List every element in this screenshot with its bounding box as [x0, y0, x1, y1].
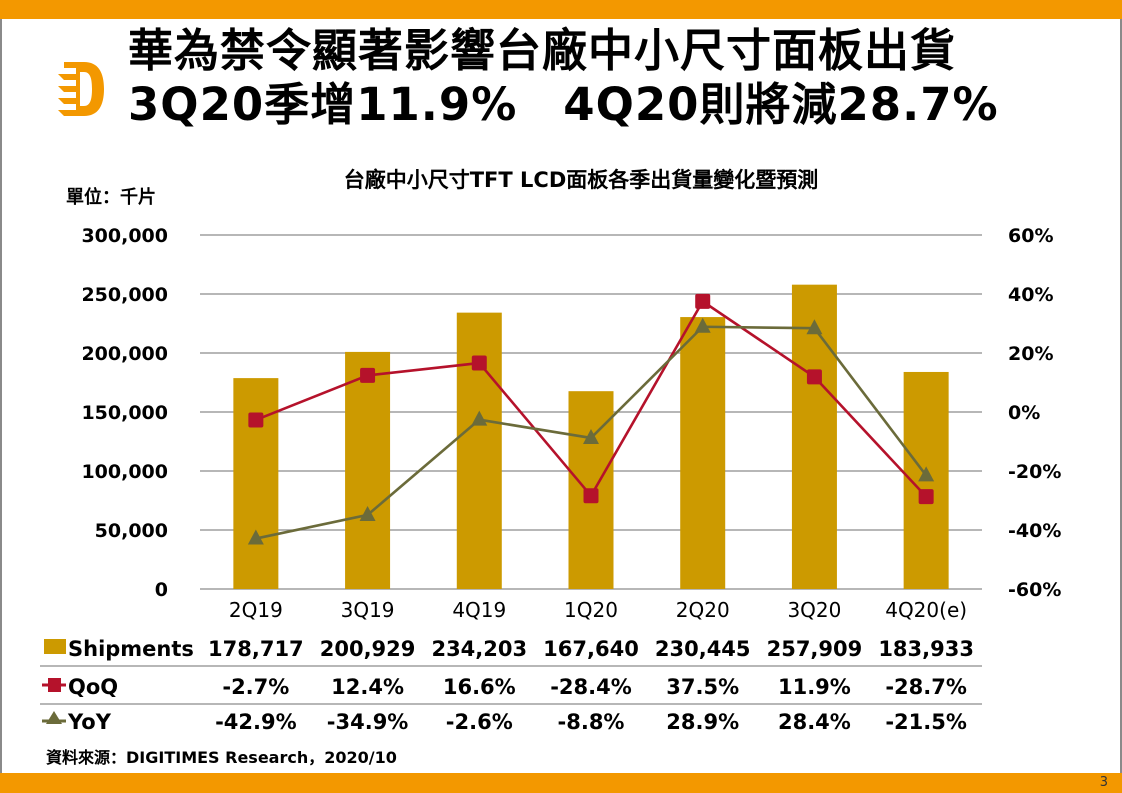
x-axis-labels: 2Q19 3Q19 4Q19 1Q20 2Q20 3Q20 4Q20(e) [229, 598, 967, 622]
x-axis-label: 2Q19 [229, 598, 283, 622]
table-cell: -2.7% [222, 675, 289, 699]
qoq-marker [695, 293, 711, 309]
table-cell: 257,909 [767, 637, 863, 661]
data-table: Shipments 178,717 200,929 234,203 167,640 230… [40, 637, 982, 734]
headline-line-1: 華為禁令顯著影響台廠中小尺寸面板出貨 [128, 24, 957, 77]
table-cell: 178,717 [208, 637, 304, 661]
left-tick-label: 50,000 [95, 520, 168, 542]
table-cell: 167,640 [543, 637, 639, 661]
table-cell: 11.9% [778, 675, 851, 699]
chart-title: 台廠中小尺寸TFT LCD面板各季出貨量變化暨預測 [343, 168, 819, 192]
left-axis-ticks: 0 50,000 100,000 150,000 200,000 250,000 300,0… [81, 225, 168, 601]
shipments-legend-key [44, 639, 66, 654]
shipments-bar [233, 378, 279, 589]
yoy-marker [247, 529, 264, 545]
table-cell: 200,929 [320, 637, 416, 661]
yoy-marker [471, 410, 488, 426]
table-cell: 230,445 [655, 637, 751, 661]
x-axis-label: 4Q20(e) [885, 598, 967, 622]
yoy-marker [918, 466, 935, 482]
slide-border-left [0, 19, 2, 773]
table-cell: -21.5% [885, 710, 967, 734]
table-cell: 28.9% [666, 710, 739, 734]
yoy-marker [359, 505, 376, 521]
source-note: 資料來源：DIGITIMES Research，2020/10 [46, 748, 397, 767]
x-axis-label: 3Q19 [341, 598, 395, 622]
qoq-marker [806, 369, 822, 385]
top-accent-bar [0, 0, 1122, 19]
right-tick-label: -20% [1008, 461, 1061, 483]
shipments-bar [680, 317, 726, 589]
table-cell: -42.9% [215, 710, 297, 734]
table-cell: -2.6% [446, 710, 513, 734]
table-cell: 12.4% [331, 675, 404, 699]
right-tick-label: -60% [1008, 579, 1061, 601]
right-tick-label: 0% [1008, 402, 1040, 424]
left-tick-label: 200,000 [81, 343, 168, 365]
table-cell: 16.6% [443, 675, 516, 699]
bottom-accent-bar [0, 773, 1122, 793]
headline-line-2: 3Q20季增11.9% 4Q20則將減28.7% [128, 78, 999, 131]
left-tick-label: 100,000 [81, 461, 168, 483]
slide-border-right [1120, 19, 1122, 773]
right-tick-label: 60% [1008, 225, 1053, 247]
qoq-legend-marker [48, 678, 61, 692]
qoq-marker [360, 367, 376, 383]
x-axis-label: 1Q20 [564, 598, 618, 622]
table-row-header: Shipments [68, 637, 194, 661]
unit-label: 單位：千片 [66, 187, 156, 208]
right-tick-label: 40% [1008, 284, 1053, 306]
page-number: 3 [1099, 775, 1108, 790]
x-axis-label: 2Q20 [676, 598, 730, 622]
left-tick-label: 250,000 [81, 284, 168, 306]
table-cell: 37.5% [666, 675, 739, 699]
left-tick-label: 0 [155, 579, 168, 601]
table-cell: 28.4% [778, 710, 851, 734]
table-row-header: YoY [67, 710, 112, 734]
yoy-marker [694, 317, 711, 333]
qoq-marker [918, 489, 934, 505]
qoq-marker [583, 488, 599, 504]
table-cell: -28.7% [885, 675, 967, 699]
shipments-bar [791, 284, 837, 589]
table-row-header: QoQ [68, 675, 118, 699]
table-cell: 234,203 [431, 637, 527, 661]
left-tick-label: 300,000 [81, 225, 168, 247]
shipments-bar [345, 351, 391, 589]
yoy-marker [806, 319, 823, 335]
right-axis-ticks: -60% -40% -20% 0% 20% 40% 60% [1008, 225, 1061, 601]
right-tick-label: 20% [1008, 343, 1053, 365]
shipments-bar [456, 312, 502, 589]
headline: 華為禁令顯著影響台廠中小尺寸面板出貨 3Q20季增11.9% 4Q20則將減28… [128, 24, 999, 132]
table-cell: -8.8% [558, 710, 625, 734]
line-series [247, 293, 935, 545]
x-axis-label: 3Q20 [787, 598, 841, 622]
qoq-marker [471, 355, 487, 371]
qoq-marker [248, 412, 264, 428]
table-cell: 183,933 [878, 637, 974, 661]
digitimes-logo-icon [58, 62, 104, 116]
table-cell: -34.9% [327, 710, 409, 734]
right-tick-label: -40% [1008, 520, 1061, 542]
yoy-legend-marker [46, 711, 62, 724]
x-axis-label: 4Q19 [452, 598, 506, 622]
yoy-marker [583, 428, 599, 444]
left-tick-label: 150,000 [81, 402, 168, 424]
table-cell: -28.4% [550, 675, 632, 699]
